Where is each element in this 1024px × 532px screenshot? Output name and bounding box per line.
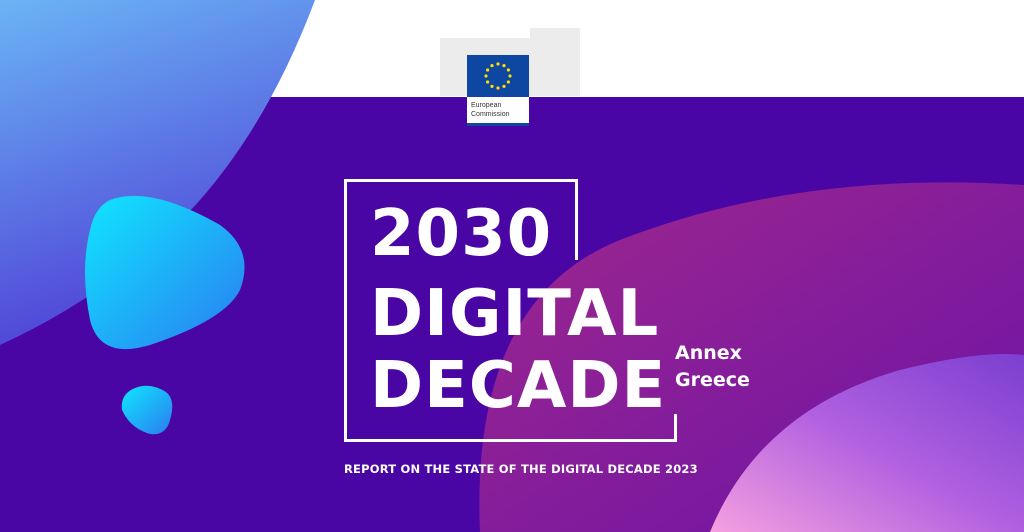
report-subtitle: REPORT ON THE STATE OF THE DIGITAL DECAD… — [344, 462, 698, 476]
cyan-triangle-large — [85, 195, 245, 350]
logo-text: European Commission — [467, 97, 529, 123]
title-frame — [344, 179, 578, 182]
annex-label: Annex — [675, 342, 742, 364]
title-frame — [344, 179, 347, 442]
title-frame — [674, 414, 677, 442]
title-line-1: 2030 — [370, 197, 553, 271]
eu-stars-icon — [484, 62, 512, 90]
cyan-triangle-small — [121, 385, 173, 435]
logo-line-1: European — [471, 102, 502, 109]
logo-line-2: Commission — [471, 111, 510, 118]
european-commission-logo: European Commission — [467, 55, 529, 126]
title-line-3: DECADE — [370, 349, 667, 423]
title-frame — [344, 439, 677, 442]
logo-bar — [467, 123, 529, 126]
country-label: Greece — [675, 369, 750, 391]
eu-flag-icon — [467, 55, 529, 97]
pink-shape — [710, 354, 1024, 532]
title-line-2: DIGITAL — [370, 277, 660, 351]
blue-shape — [0, 0, 315, 345]
title-frame — [575, 179, 578, 260]
